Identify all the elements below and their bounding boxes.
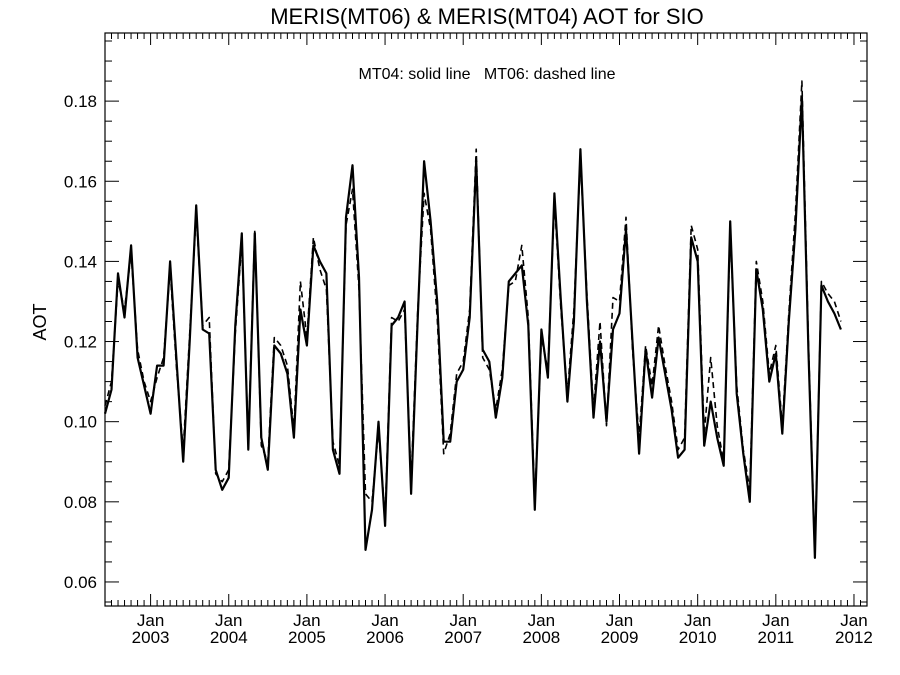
- x-tick-label-year: 2006: [366, 628, 404, 647]
- series-lines: [103, 80, 842, 559]
- x-tick-label-year: 2007: [444, 628, 482, 647]
- x-tick-label-month: Jan: [840, 611, 867, 630]
- chart-title: MERIS(MT06) & MERIS(MT04) AOT for SIO: [270, 4, 704, 29]
- axis-ticks: [105, 33, 867, 606]
- series-line-mt06-dashed: [104, 80, 842, 555]
- x-tick-label-month: Jan: [215, 611, 242, 630]
- x-tick-label-year: 2012: [835, 628, 873, 647]
- x-tick-label-month: Jan: [371, 611, 398, 630]
- y-tick-label: 0.16: [64, 172, 97, 191]
- x-tick-label-year: 2008: [522, 628, 560, 647]
- x-tick-label-year: 2011: [758, 628, 795, 647]
- y-tick-label: 0.10: [64, 413, 97, 432]
- y-tick-label: 0.08: [64, 493, 97, 512]
- x-tick-label-month: Jan: [684, 611, 711, 630]
- x-tick-label-month: Jan: [606, 611, 633, 630]
- series-line-mt04-solid: [103, 96, 842, 559]
- y-tick-label: 0.14: [64, 252, 97, 271]
- x-tick-label-year: 2010: [679, 628, 717, 647]
- y-tick-label: 0.12: [64, 333, 97, 352]
- x-tick-label-month: Jan: [293, 611, 320, 630]
- x-tick-label-month: Jan: [137, 611, 164, 630]
- chart-annotation: MT04: solid line MT06: dashed line: [358, 66, 615, 83]
- y-tick-label: 0.06: [64, 573, 97, 592]
- x-tick-label-year: 2003: [132, 628, 170, 647]
- x-tick-label-month: Jan: [449, 611, 476, 630]
- x-tick-label-year: 2005: [288, 628, 326, 647]
- axis-tick-labels: Jan2003Jan2004Jan2005Jan2006Jan2007Jan20…: [64, 92, 873, 647]
- x-tick-label-month: Jan: [762, 611, 789, 630]
- x-tick-label-year: 2009: [601, 628, 639, 647]
- x-tick-label-month: Jan: [528, 611, 555, 630]
- y-tick-label: 0.18: [64, 92, 97, 111]
- plot-frame: [104, 32, 868, 607]
- y-axis-label: AOT: [30, 303, 50, 340]
- x-tick-label-year: 2004: [210, 628, 248, 647]
